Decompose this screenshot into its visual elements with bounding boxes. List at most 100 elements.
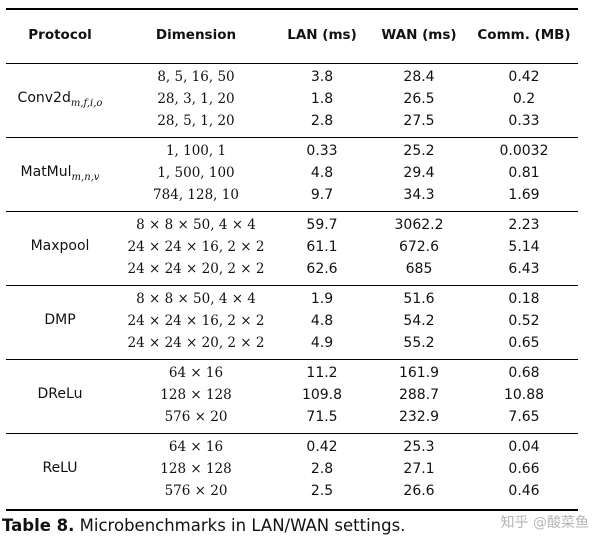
comm-cell: 0.33 [508, 113, 540, 129]
lan-cell: 1.9 [310, 291, 334, 307]
group-rule [6, 433, 578, 434]
comm-cell: 5.14 [508, 239, 540, 255]
protocol-name: DMP [44, 312, 76, 328]
protocol-cell: Conv2dm,f,i,o [4, 90, 116, 109]
dimension-cell: 8, 5, 16, 50 [157, 69, 235, 85]
dimension-cell: 128 × 128 [160, 387, 232, 403]
lan-cell: 2.5 [310, 483, 334, 499]
header-dimension: Dimension [155, 27, 237, 43]
comm-cell: 0.65 [508, 335, 540, 351]
protocol-name: ReLU [42, 460, 78, 476]
protocol-subscript: m,n,v [71, 171, 100, 183]
wan-cell: 27.5 [403, 113, 435, 129]
lan-cell: 9.7 [310, 187, 334, 203]
dimension-cell: 128 × 128 [160, 461, 232, 477]
dimension-cell: 28, 5, 1, 20 [157, 113, 235, 129]
dimension-cell: 576 × 20 [164, 483, 228, 499]
protocol-cell: MatMulm,n,v [4, 164, 116, 183]
lan-cell: 109.8 [301, 387, 343, 403]
comm-cell: 0.66 [508, 461, 540, 477]
comm-cell: 10.88 [503, 387, 545, 403]
lan-cell: 2.8 [310, 113, 334, 129]
wan-cell: 34.3 [403, 187, 435, 203]
group-rule [6, 285, 578, 286]
lan-cell: 71.5 [306, 409, 338, 425]
comm-cell: 0.0032 [499, 143, 549, 159]
dimension-cell: 576 × 20 [164, 409, 228, 425]
lan-cell: 1.8 [310, 91, 334, 107]
protocol-subscript: m,f,i,o [70, 97, 103, 109]
header-protocol: Protocol [28, 27, 92, 43]
wan-cell: 51.6 [403, 291, 435, 307]
comm-cell: 6.43 [508, 261, 540, 277]
comm-cell: 0.42 [508, 69, 540, 85]
comm-cell: 2.23 [508, 217, 540, 233]
wan-cell: 161.9 [398, 365, 440, 381]
wan-cell: 672.6 [398, 239, 440, 255]
lan-cell: 11.2 [306, 365, 338, 381]
caption-label: Table 8. [2, 516, 75, 535]
wan-cell: 27.1 [403, 461, 435, 477]
watermark: 知乎 @酸菜鱼 [500, 515, 589, 531]
group-rule [6, 359, 578, 360]
header-wan: WAN (ms) [381, 27, 457, 43]
comm-cell: 0.81 [508, 165, 540, 181]
top-rule [6, 8, 578, 10]
wan-cell: 25.2 [403, 143, 435, 159]
protocol-cell: DMP [4, 312, 116, 328]
wan-cell: 26.6 [403, 483, 435, 499]
dimension-cell: 8 × 8 × 50, 4 × 4 [136, 291, 256, 307]
bottom-rule [6, 509, 578, 511]
group-rule [6, 211, 578, 212]
protocol-name: Conv2d [17, 90, 71, 106]
lan-cell: 4.8 [310, 313, 334, 329]
dimension-cell: 24 × 24 × 16, 2 × 2 [127, 239, 265, 255]
dimension-cell: 24 × 24 × 16, 2 × 2 [127, 313, 265, 329]
protocol-cell: ReLU [4, 460, 116, 476]
dimension-cell: 8 × 8 × 50, 4 × 4 [136, 217, 256, 233]
protocol-name: MatMul [20, 164, 72, 180]
wan-cell: 3062.2 [394, 217, 444, 233]
comm-cell: 0.04 [508, 439, 540, 455]
lan-cell: 0.42 [306, 439, 338, 455]
comm-cell: 1.69 [508, 187, 540, 203]
comm-cell: 0.2 [512, 91, 536, 107]
lan-cell: 3.8 [310, 69, 334, 85]
comm-cell: 0.46 [508, 483, 540, 499]
table-caption: Table 8. Microbenchmarks in LAN/WAN sett… [2, 516, 405, 535]
wan-cell: 54.2 [403, 313, 435, 329]
header-comm: Comm. (MB) [477, 27, 571, 43]
wan-cell: 685 [405, 261, 433, 277]
wan-cell: 26.5 [403, 91, 435, 107]
header-rule [6, 63, 578, 64]
caption-text: Microbenchmarks in LAN/WAN settings. [74, 516, 406, 535]
lan-cell: 2.8 [310, 461, 334, 477]
wan-cell: 25.3 [403, 439, 435, 455]
lan-cell: 59.7 [306, 217, 338, 233]
wan-cell: 29.4 [403, 165, 435, 181]
lan-cell: 4.9 [310, 335, 334, 351]
dimension-cell: 1, 100, 1 [165, 143, 227, 159]
lan-cell: 0.33 [306, 143, 338, 159]
comm-cell: 0.52 [508, 313, 540, 329]
comm-cell: 7.65 [508, 409, 540, 425]
dimension-cell: 1, 500, 100 [157, 165, 235, 181]
dimension-cell: 28, 3, 1, 20 [157, 91, 235, 107]
dimension-cell: 64 × 16 [168, 365, 224, 381]
dimension-cell: 24 × 24 × 20, 2 × 2 [127, 261, 265, 277]
protocol-name: Maxpool [30, 238, 90, 254]
protocol-cell: Maxpool [4, 238, 116, 254]
lan-cell: 62.6 [306, 261, 338, 277]
lan-cell: 61.1 [306, 239, 338, 255]
dimension-cell: 784, 128, 10 [153, 187, 239, 203]
header-lan: LAN (ms) [287, 27, 357, 43]
comm-cell: 0.68 [508, 365, 540, 381]
wan-cell: 288.7 [398, 387, 440, 403]
protocol-cell: DReLu [4, 386, 116, 402]
dimension-cell: 24 × 24 × 20, 2 × 2 [127, 335, 265, 351]
group-rule [6, 137, 578, 138]
lan-cell: 4.8 [310, 165, 334, 181]
protocol-name: DReLu [37, 386, 83, 402]
dimension-cell: 64 × 16 [168, 439, 224, 455]
comm-cell: 0.18 [508, 291, 540, 307]
